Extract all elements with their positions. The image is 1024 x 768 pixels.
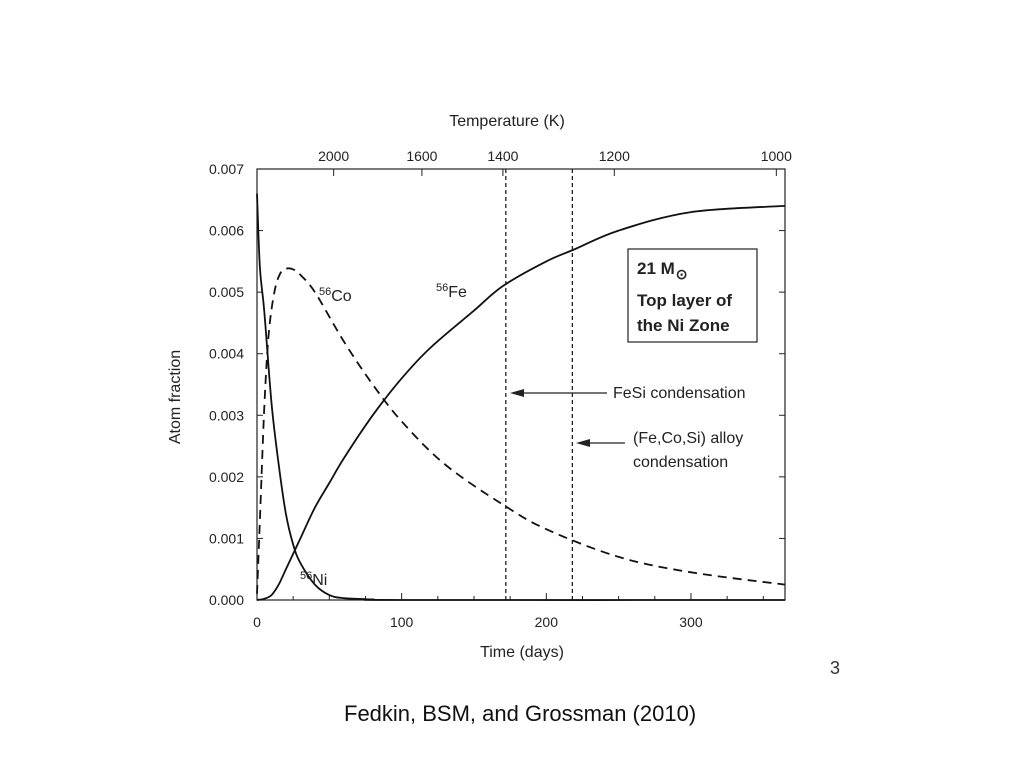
series-curves	[256, 193, 786, 601]
annotation-fesi-label: FeSi condensation	[613, 385, 746, 402]
top-axis-title: Temperature (K)	[449, 113, 565, 130]
y-tick-label: 0.000	[209, 592, 244, 608]
legend-frame	[627, 248, 758, 343]
series-line-ni	[256, 193, 786, 601]
top-tick-label: 1400	[487, 148, 518, 164]
annotation-alloy: (Fe,Co,Si) alloy condensation	[576, 430, 743, 471]
y-tick-label: 0.005	[209, 284, 244, 300]
y-tick-label: 0.006	[209, 223, 244, 239]
y-tick-label: 0.007	[209, 161, 244, 177]
x-axis-ticks: 0 100 200 300	[253, 593, 764, 630]
top-axis-ticks: 2000 1600 1400 1200 1000	[318, 148, 792, 176]
y-tick-label: 0.004	[209, 346, 244, 362]
series-label-co: 56Co	[319, 286, 352, 305]
y-axis-title: Atom fraction	[167, 350, 184, 444]
x-tick-label: 100	[390, 614, 414, 630]
citation: Fedkin, BSM, and Grossman (2010)	[344, 701, 697, 726]
legend-line-3: the Ni Zone	[637, 316, 730, 335]
sun-symbol-icon: ⊙	[676, 266, 688, 282]
series-label-fe: 56Fe	[436, 282, 467, 301]
top-tick-label: 1600	[406, 148, 437, 164]
annotation-alloy-label-line-2: condensation	[633, 454, 728, 471]
legend-box: 21 M⊙ Top layer of the Ni Zone	[627, 248, 758, 343]
legend-line-2: Top layer of	[637, 291, 732, 310]
vertical-reference-lines	[505, 169, 574, 600]
series-line-fe	[256, 205, 786, 601]
x-tick-label: 300	[679, 614, 703, 630]
x-tick-label: 200	[535, 614, 559, 630]
x-tick-label: 0	[253, 614, 261, 630]
slide-number: 3	[830, 658, 841, 678]
arrowhead-icon	[576, 439, 590, 447]
top-tick-label: 1200	[599, 148, 630, 164]
annotation-alloy-label-line-1: (Fe,Co,Si) alloy	[633, 430, 743, 447]
arrowhead-icon	[510, 389, 524, 397]
y-tick-label: 0.001	[209, 530, 244, 546]
top-tick-label: 2000	[318, 148, 349, 164]
y-tick-label: 0.002	[209, 469, 244, 485]
top-tick-label: 1000	[761, 148, 792, 164]
series-line-co	[256, 267, 786, 594]
y-tick-label: 0.003	[209, 407, 244, 423]
annotation-fesi: FeSi condensation	[510, 385, 746, 402]
y-axis-ticks: 0.000 0.001 0.002 0.003 0.004 0.005 0.006 0.007	[209, 161, 785, 608]
x-axis-title: Time (days)	[480, 644, 564, 661]
series-label-ni: 56Ni	[300, 570, 327, 589]
legend-line-1: 21 M⊙	[637, 259, 688, 282]
